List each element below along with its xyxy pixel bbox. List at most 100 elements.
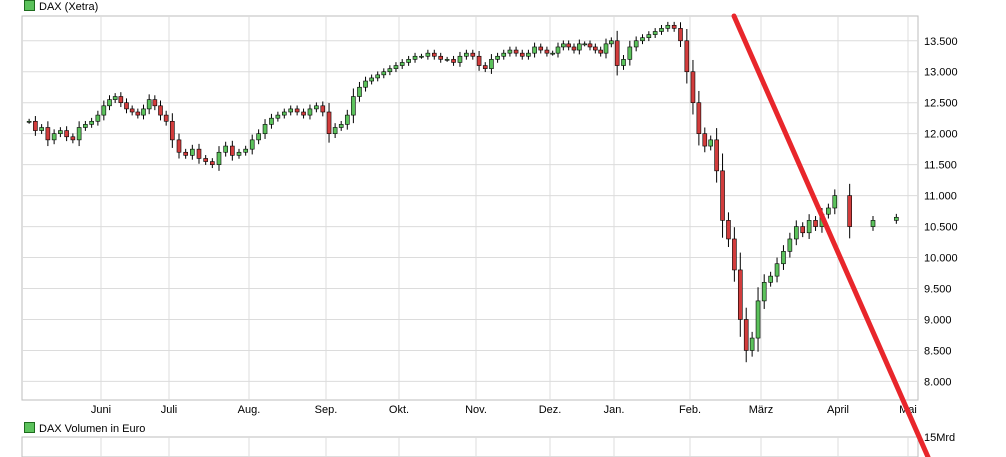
volume-legend: DAX Volumen in Euro xyxy=(24,422,145,436)
candle-body xyxy=(89,120,94,125)
candle-body xyxy=(275,114,281,119)
x-tick-label: Sep. xyxy=(315,404,338,416)
x-tick-label: Feb. xyxy=(679,404,701,416)
candle-body xyxy=(621,59,626,66)
candle-body xyxy=(45,127,51,141)
candle-body xyxy=(58,130,63,134)
trendline xyxy=(731,13,931,457)
y-tick-label: 12.500 xyxy=(924,98,958,110)
candle-body xyxy=(320,105,326,113)
candle-body xyxy=(203,158,208,162)
candle-body xyxy=(593,46,598,51)
candle-body xyxy=(652,31,658,35)
candle-body xyxy=(665,24,671,29)
candle-body xyxy=(399,62,405,66)
candle-body xyxy=(51,133,57,141)
candle-body xyxy=(124,102,129,110)
candle-body xyxy=(582,43,587,46)
candle-body xyxy=(587,43,593,48)
candle-body xyxy=(281,111,287,116)
candle-body xyxy=(598,49,603,54)
y-tick-label: 13.500 xyxy=(924,36,958,48)
candle-body xyxy=(249,139,255,150)
candle-body xyxy=(183,151,188,156)
candle-body xyxy=(566,43,571,48)
candle-body xyxy=(561,43,566,48)
candle-body xyxy=(501,52,507,57)
candle-body xyxy=(726,220,731,240)
candle-body xyxy=(425,52,431,57)
candle-body xyxy=(357,86,362,97)
candle-body xyxy=(696,102,702,134)
x-tick-label: April xyxy=(827,404,849,416)
candle-body xyxy=(438,55,444,60)
y-tick-label: 8.000 xyxy=(924,376,952,388)
candle-body xyxy=(507,49,513,54)
candle-body xyxy=(129,108,135,113)
candle-body xyxy=(326,111,332,134)
candle-body xyxy=(870,220,876,227)
candle-body xyxy=(633,40,639,48)
candle-body xyxy=(33,120,38,131)
volume-legend-label: DAX Volumen in Euro xyxy=(39,423,146,435)
candle-body xyxy=(146,99,152,110)
candle-body xyxy=(749,337,755,351)
candle-body xyxy=(112,96,118,100)
candle-body xyxy=(223,145,228,153)
candle-body xyxy=(755,300,761,339)
candle-body xyxy=(190,148,195,156)
candle-body xyxy=(363,80,368,88)
candle-body xyxy=(781,251,786,265)
candle-body xyxy=(544,49,550,54)
candle-body xyxy=(702,133,708,147)
candle-body xyxy=(806,220,812,234)
candle-body xyxy=(555,46,561,54)
candle-body xyxy=(526,52,531,57)
candle-body xyxy=(64,130,69,138)
candle-body xyxy=(236,151,242,156)
y-tick-label: 10.500 xyxy=(924,222,958,234)
candle-body xyxy=(26,120,32,123)
candle-body xyxy=(571,46,577,51)
volume-plot-area xyxy=(21,436,919,457)
candle-body xyxy=(609,40,614,45)
candle-body xyxy=(288,108,294,113)
candle-body xyxy=(457,55,463,63)
candle-body xyxy=(76,127,82,141)
price-legend-label: DAX (Xetra) xyxy=(39,1,99,13)
candle-body xyxy=(684,40,690,73)
candle-body xyxy=(381,71,387,76)
candle-body xyxy=(338,124,344,128)
y-tick-label: 13.000 xyxy=(924,67,958,79)
candle-body xyxy=(406,59,411,63)
candle-body xyxy=(294,108,300,113)
candle-body xyxy=(269,117,274,125)
candle-body xyxy=(761,282,767,302)
x-tick-label: Dez. xyxy=(539,404,562,416)
candle-body xyxy=(813,220,818,227)
x-tick-label: Jan. xyxy=(604,404,625,416)
candle-body xyxy=(101,105,107,116)
x-tick-label: Aug. xyxy=(238,404,261,416)
candle-body xyxy=(482,65,488,69)
candle-body xyxy=(519,52,525,57)
candle-body xyxy=(393,65,399,69)
y-tick-label: 9.000 xyxy=(924,314,952,326)
y-tick-label: 11.500 xyxy=(924,160,957,172)
x-tick-label: Juli xyxy=(161,404,178,416)
candle-body xyxy=(768,275,773,283)
candle-body xyxy=(894,216,899,221)
candle-body xyxy=(550,52,555,55)
candle-body xyxy=(743,319,749,351)
candle-body xyxy=(216,151,222,165)
candle-body xyxy=(603,43,609,54)
candle-body xyxy=(301,111,306,116)
candle-body xyxy=(387,68,393,73)
candle-body xyxy=(332,127,338,134)
candle-body xyxy=(470,52,476,57)
candle-body xyxy=(646,34,652,38)
candle-body xyxy=(307,108,313,116)
candle-body xyxy=(787,238,793,252)
x-tick-label: März xyxy=(749,404,773,416)
candle-body xyxy=(163,114,169,122)
